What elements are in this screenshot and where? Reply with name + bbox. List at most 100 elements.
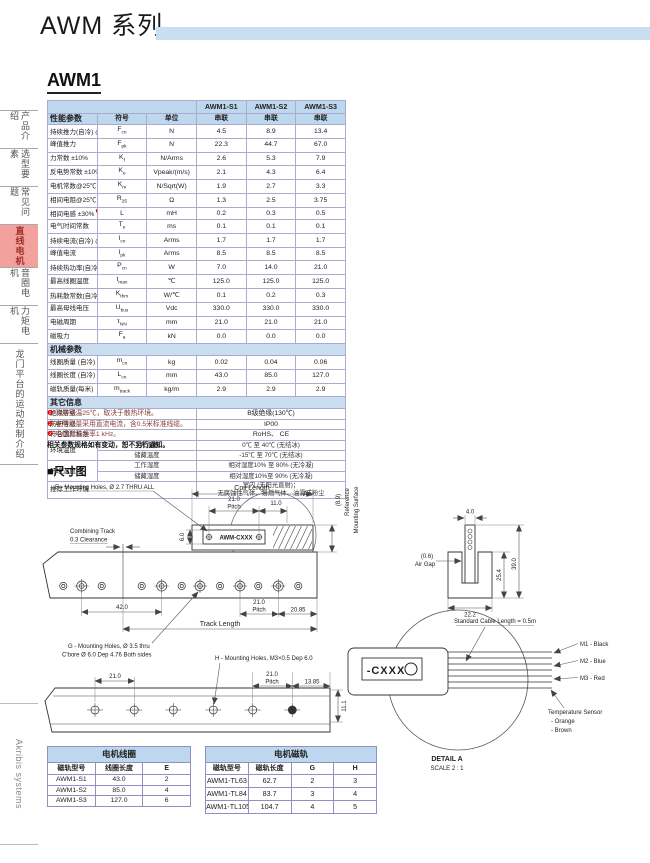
detail-nameplate bbox=[361, 657, 423, 681]
spec-row: 反电势常数 ±10% Ke Vpeak/(m/s) 2.1 4.3 6.4 bbox=[47, 165, 346, 181]
table-header-row: 磁轨型号 磁轨长度 G H bbox=[205, 762, 377, 775]
track-holes-plain bbox=[59, 582, 303, 590]
dim-11-label: 11.0 bbox=[270, 501, 282, 507]
sidebar-item-label: 音圈电机 bbox=[9, 268, 30, 298]
coil-length-label: Coil Length bbox=[234, 485, 270, 492]
spec-row: 热耗散常数(自冷)❶KthmW/℃0.10.20.3 bbox=[47, 287, 346, 303]
coil-part-label: AWM-CXXX bbox=[220, 536, 253, 542]
footnote-mark: ❷ bbox=[47, 420, 54, 428]
spec-row: 线圈长度 (自冷) Lcn mm 43.0 85.0 127.0 bbox=[47, 368, 346, 384]
pitch-label-c2: Pitch bbox=[265, 680, 278, 686]
sidebar-item-label: 常见问题 bbox=[9, 187, 30, 217]
sidebar-item[interactable]: 常见问题 bbox=[0, 186, 38, 224]
page-title: AWM1 bbox=[47, 70, 101, 94]
sidebar-item[interactable]: 产品介绍 bbox=[0, 110, 38, 148]
footnote-mark: ❸ bbox=[47, 431, 54, 438]
spec-row: 持续推力(自冷) @100℃❶FcnN4.58.913.4 bbox=[47, 124, 346, 139]
footnote-line: ❶ 测量室温25℃，取决于散热环境。 bbox=[47, 410, 158, 417]
sidebar-item-label: 产品介绍 bbox=[9, 111, 30, 141]
model-name: AWM1-S3 bbox=[295, 100, 346, 114]
pitch-label-c1: 21.0 bbox=[266, 672, 278, 678]
footnote-mark: ❸ bbox=[95, 209, 96, 215]
spec-table: AWM1-S1 AWM1-S2 AWM1-S3 性能参数 符号 单位 串联 串联 串联 持续推力(… bbox=[47, 100, 347, 500]
spec-row: 磁轨质量(每米) mtrack kg/m 2.9 2.9 2.9 bbox=[47, 382, 346, 398]
sidebar-item-label: 龙门平台的运动控制介绍 bbox=[14, 349, 25, 459]
dim-254-label: 25.4 bbox=[497, 569, 503, 581]
detail-a-scale: SCALE 2 : 1 bbox=[430, 766, 464, 772]
model-header-row: AWM1-S1 AWM1-S2 AWM1-S3 bbox=[47, 100, 346, 114]
wire-m2-label: M2 - Blue bbox=[580, 659, 606, 665]
table-row: AWM1-S3 127.0 6 bbox=[47, 795, 191, 807]
spec-row: 力常数 ±10% Kf N/Arms 2.6 5.3 7.9 bbox=[47, 151, 346, 167]
spec-row: 相间电感 ±30%❸LmH0.20.30.5 bbox=[47, 206, 346, 221]
detail-a-mark: A bbox=[303, 491, 308, 498]
sidebar-item[interactable]: 选型要素 bbox=[0, 148, 38, 186]
airgap-label-2: Air Gap bbox=[415, 562, 436, 568]
h-holes-label: H - Mounting Holes, M3×0.5 Dep 6.0 bbox=[215, 656, 313, 662]
temp-sensor-label-2: - Orange bbox=[551, 719, 575, 725]
dim-42-label: 42.0 bbox=[116, 605, 128, 611]
track-length-label: Track Length bbox=[200, 621, 241, 628]
coil-table: 电机线圈 磁轨型号 线圈长度 E AWM1-S1 43.0 2 AWM1-S2 85.0 4 AWM… bbox=[47, 746, 191, 807]
footnote-line: ❸ 电感测量频率1 kHz。 bbox=[47, 431, 121, 438]
env-row: 环境湿度 工作湿度 相对湿度10% 至 80% (无冷凝) bbox=[47, 460, 347, 483]
footnote-mark: ❶ bbox=[47, 410, 54, 417]
title-accent-bar bbox=[156, 27, 650, 40]
sidebar-item[interactable]: 音圈电机 bbox=[0, 267, 38, 305]
sidebar-item[interactable]: 直线电机 bbox=[0, 224, 38, 267]
table-row: AWM1-S2 85.0 4 bbox=[47, 784, 191, 796]
pitch-label-a1: 21.0 bbox=[228, 497, 240, 503]
footnote-line: 相关参数规格如有变动，恕不另行通知。 bbox=[47, 441, 170, 449]
sidebar-item-label: 力矩电机 bbox=[9, 306, 30, 336]
e-holes-label: E - Mounting Holes, Ø 2.7 THRU ALL bbox=[55, 485, 155, 491]
spec-row: 线圈质量 (自冷) mcn kg 0.02 0.04 0.06 bbox=[47, 355, 346, 370]
spec-row: 最高线圈温度 tmax ℃ 125.0 125.0 125.0 bbox=[47, 274, 346, 289]
spec-row: 磁吸力 Fa kN 0.0 0.0 0.0 bbox=[47, 329, 346, 345]
series-title: AWM 系列 bbox=[40, 12, 164, 40]
dim-40-label: 4.0 bbox=[466, 510, 475, 516]
pitch-label-b1: 21.0 bbox=[253, 600, 265, 606]
sidebar-nav: 产品介绍选型要素常见问题直线电机 音圈电机力矩电机龙门平台的运动控制介绍 bbox=[0, 110, 38, 465]
env-row: 储藏温度 -15℃ 至 70℃ (无结冰) bbox=[48, 449, 347, 462]
footnote-line: ❷ 电阻测量采用直流电流，含0.5米标准线缆。 bbox=[47, 420, 187, 428]
g-holes-label-2: C'bore Ø 6.0 Dep 4.76 Both sides bbox=[62, 653, 152, 659]
track-holes-cbore bbox=[74, 579, 286, 593]
dim-2085-label: 20.85 bbox=[290, 608, 306, 614]
pitch-label-b2: Pitch bbox=[252, 608, 265, 614]
spec-row: 电磁周期 τNN mm 21.0 21.0 21.0 bbox=[47, 315, 346, 331]
sidebar-item[interactable]: 龙门平台的运动控制介绍 bbox=[0, 343, 38, 464]
blade-holes bbox=[467, 528, 473, 550]
column-header-row: 性能参数 符号 单位 串联 串联 串联 bbox=[47, 112, 346, 125]
spec-row: 持续热功率(自冷) @100℃❶PcnW7.014.021.0 bbox=[47, 260, 346, 276]
table-title-row: 电机磁轨 bbox=[205, 746, 377, 763]
pitch-label-a2: Pitch bbox=[227, 505, 240, 511]
sidebar-item[interactable]: 力矩电机 bbox=[0, 305, 38, 343]
table-row: AWM1-TL63 62.7 2 3 bbox=[205, 774, 377, 788]
ref-line1-label: Reference bbox=[345, 487, 351, 515]
dim-111-label: 11.1 bbox=[342, 700, 348, 712]
dimension-diagram: AWM-CXXX Coil Length 21.0 Pitch 11.0 6.0… bbox=[42, 485, 609, 772]
env-row: 储藏湿度 相对湿度10%至 90% (无冷凝) bbox=[48, 470, 347, 483]
ref-line2-label: Mounting Surface bbox=[354, 486, 360, 534]
dim-1385-label: 13.85 bbox=[304, 680, 320, 686]
wire-m3-label: M3 - Red bbox=[580, 676, 605, 682]
dim-21-left-label: 21.0 bbox=[109, 674, 121, 680]
track-table: 电机磁轨 磁轨型号 磁轨长度 G H AWM1-TL63 62.7 2 3 AWM1-TL84 83… bbox=[205, 746, 377, 814]
detail-cables bbox=[448, 651, 552, 689]
model-name: AWM1-S1 bbox=[195, 100, 247, 114]
ref-89-label: (8.9) bbox=[336, 494, 342, 506]
sidebar-item-label: 选型要素 bbox=[9, 149, 30, 179]
dim-222-label: 22.2 bbox=[464, 613, 476, 619]
table-row: AWM1-TL84 83.7 3 4 bbox=[205, 787, 377, 801]
coil-blade bbox=[464, 524, 476, 584]
spec-row: 持续电流(自冷) @100℃❶IcnArms1.71.71.7 bbox=[47, 232, 346, 248]
spec-row: 最高母线电压 Ubus Vdc 330.0 330.0 330.0 bbox=[47, 301, 346, 317]
spec-row: 峰值推力 Fpk N 22.3 44.7 67.0 bbox=[47, 137, 346, 153]
temp-sensor-label-1: Temperature Sensor bbox=[548, 710, 602, 716]
combining-label-1: Combining Track bbox=[70, 529, 116, 535]
coil-nameplate bbox=[202, 529, 266, 545]
cable-length-label: Standard Cable Length = 0.5m bbox=[454, 619, 536, 625]
brand-text: Akribis systems bbox=[14, 738, 24, 809]
dim-6-label: 6.0 bbox=[180, 532, 186, 541]
